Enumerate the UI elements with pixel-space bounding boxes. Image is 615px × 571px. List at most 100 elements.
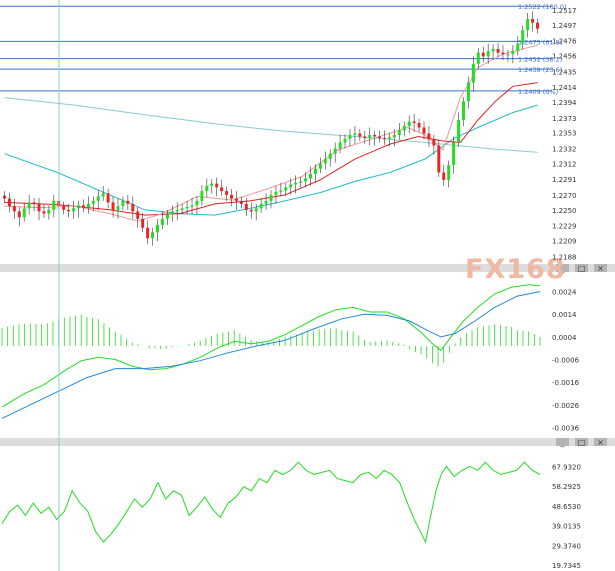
candlesticks [2,11,540,246]
restore-button-rsi[interactable]: □ [575,438,588,447]
price-tick-label: 1.2456 [552,53,577,61]
price-tick-label: 1.2476 [552,38,577,46]
candle [52,194,56,218]
price-tick-label: 1.2250 [552,207,577,215]
candle [220,179,224,196]
price-tick-label: 1.2209 [552,238,577,246]
candle [32,197,36,212]
separator-bar-2 [0,438,615,446]
price-tick-label: 1.2332 [552,145,577,153]
candle [249,202,253,219]
candle [160,211,164,230]
candle [126,194,130,210]
candle [136,206,140,228]
candle [304,172,308,188]
candle [7,192,11,213]
candle [358,129,362,141]
close-button-rsi[interactable]: × [594,438,607,447]
moving-average-line [4,44,538,222]
candle [387,132,391,147]
fibonacci-levels: 1.2522 (100.0) 1.2475 (61.8) 1.2452 (38.2)… [0,3,567,96]
candle [72,200,76,219]
candle [476,48,480,69]
candle [491,44,495,61]
candle [175,202,179,221]
candle [427,126,431,147]
close-icon: × [597,264,604,273]
rsi-panel-buttons[interactable]: _ □ × [556,438,607,447]
candle [442,164,446,186]
minimize-button-rsi[interactable]: _ [556,438,569,447]
fib-label: 1.2522 (100.0) [518,3,567,11]
price-tick-label: 1.2270 [552,192,577,200]
candle [47,205,51,220]
candle [496,42,500,58]
candle [309,166,312,186]
price-panel: 1.2517 1.2497 1.2476 1.2456 1.2435 1.2414 1.23… [0,3,577,261]
macd-tick-label: -0.0026 [552,402,580,410]
candle [417,118,421,132]
candle [190,197,194,215]
fib-label: 1.2438 (23.6) [518,66,562,74]
price-tick-label: 1.2414 [552,84,577,92]
price-tick-label: 1.2517 [552,7,577,15]
candle [205,178,209,198]
candle [363,130,367,144]
candle [343,134,347,149]
minimize-icon: _ [560,438,566,447]
candle [91,196,95,212]
macd-tick-label: -0.0006 [552,357,580,365]
panel-separators [0,264,615,446]
candle [407,115,411,134]
candle [2,191,6,204]
candle [96,190,100,210]
restore-icon: □ [578,438,586,447]
candle [239,196,243,209]
candle [170,205,174,222]
signal-line [1,291,541,419]
candle [12,198,16,219]
restore-icon: □ [578,264,586,273]
macd-panel: 0.0024 0.0014 0.0004 -0.0006 -0.0016 -0.0026 -… [1,284,580,432]
candle [116,198,120,219]
macd-panel-buttons[interactable]: _ □ × [556,264,607,273]
candle [368,127,372,146]
candle [101,185,105,201]
candle [511,45,515,64]
rsi-line [1,461,541,544]
candle [299,176,303,188]
candle [17,206,21,227]
price-tick-label: 1.2312 [552,160,577,168]
fib-label: 1.2409 (0%) [518,88,558,96]
candle [185,200,189,215]
candle [269,190,273,209]
rsi-y-axis: 67.9320 58.2925 48.6530 39.0135 29.3740 19.73… [552,463,581,570]
close-button-macd[interactable]: × [594,264,607,273]
price-tick-label: 1.2373 [552,115,577,123]
candle [77,200,80,218]
close-icon: × [597,438,604,447]
candle [318,157,322,174]
candle [466,76,470,109]
rsi-tick-label: 19.7345 [552,562,581,570]
fib-label: 1.2452 (38.2) [518,56,562,64]
candle [452,136,456,174]
candle [151,227,155,246]
candle [373,130,377,146]
candle [481,46,485,63]
macd-histogram [1,314,541,367]
candle [274,185,278,204]
candle [244,197,248,216]
restore-button-macd[interactable]: □ [575,264,588,273]
price-tick-label: 1.2188 [552,253,577,261]
candle [536,18,540,34]
candle [180,203,184,215]
candle [402,121,406,137]
minimize-button-macd[interactable]: _ [556,264,569,273]
rsi-tick-label: 58.2925 [552,483,581,491]
candle [86,196,90,214]
candle [378,130,382,143]
macd-tick-label: -0.0016 [552,379,580,387]
rsi-tick-label: 29.3740 [552,542,581,550]
